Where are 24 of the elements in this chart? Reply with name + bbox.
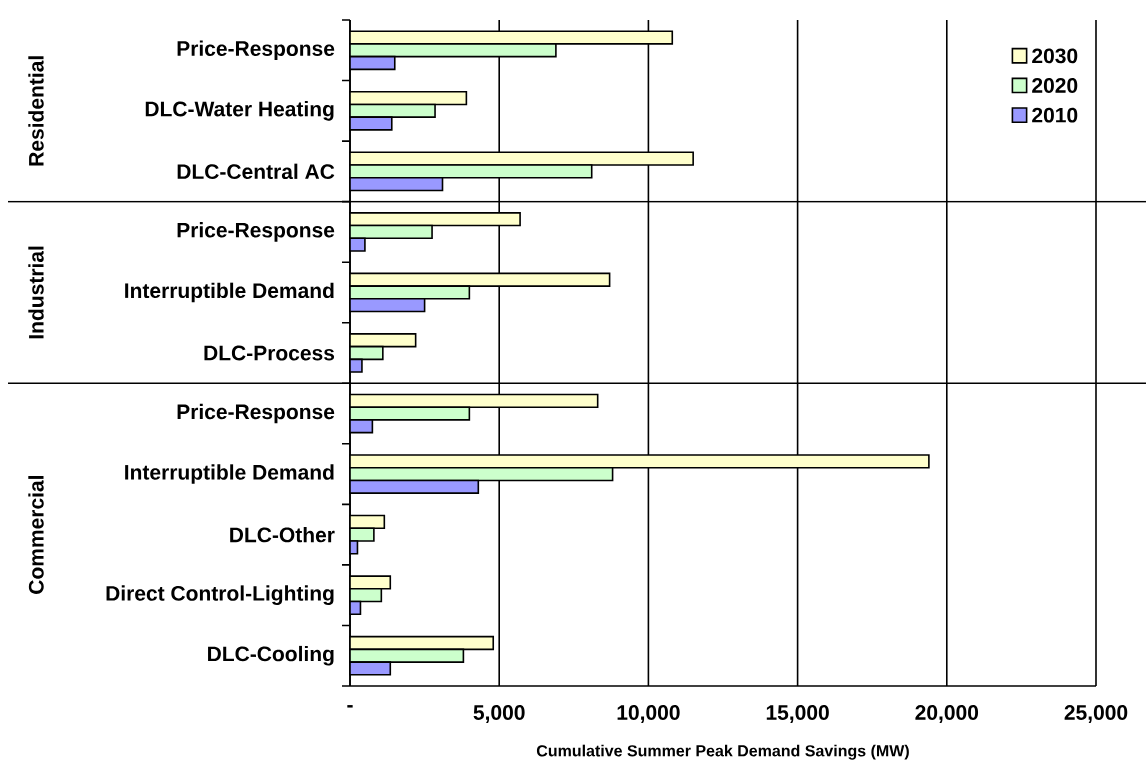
y-tick-label: Direct Control-Lighting [106, 585, 334, 606]
y-tick-label: DLC-Cooling [208, 645, 334, 666]
y-tick-label: Interruptible Demand [125, 464, 334, 484]
text: Residential [28, 56, 44, 166]
legend-label: 2020 [1032, 78, 1078, 93]
y-tick-label: Interruptible Demand [125, 282, 334, 303]
y-tick-label: Price-Response [177, 40, 335, 61]
legend-label: 2010 [1032, 107, 1078, 123]
x-tick-label: 10,000 [617, 705, 680, 723]
y-tick-label: DLC-Central AC [177, 163, 335, 180]
y-tick-label: DLC-Process [204, 345, 335, 361]
x-tick-label: 20,000 [915, 705, 979, 723]
y-tick-label: Price-Response [177, 403, 335, 424]
x-tick-label: - [347, 705, 353, 708]
y-tick-label: DLC-Water Heating [145, 100, 334, 121]
x-tick-label: 5,000 [473, 705, 525, 723]
text: Industrial [28, 246, 44, 339]
y-tick-label: DLC-Other [230, 526, 335, 543]
legend-label: 2030 [1032, 48, 1078, 64]
x-axis-title: Cumulative Summer Peak Demand Savings (MW) [536, 744, 909, 760]
x-tick-label: 25,000 [1064, 705, 1128, 723]
y-tick-label: Price-Response [177, 222, 335, 242]
text: Commercial [28, 476, 44, 594]
x-tick-label: 15,000 [766, 705, 829, 723]
